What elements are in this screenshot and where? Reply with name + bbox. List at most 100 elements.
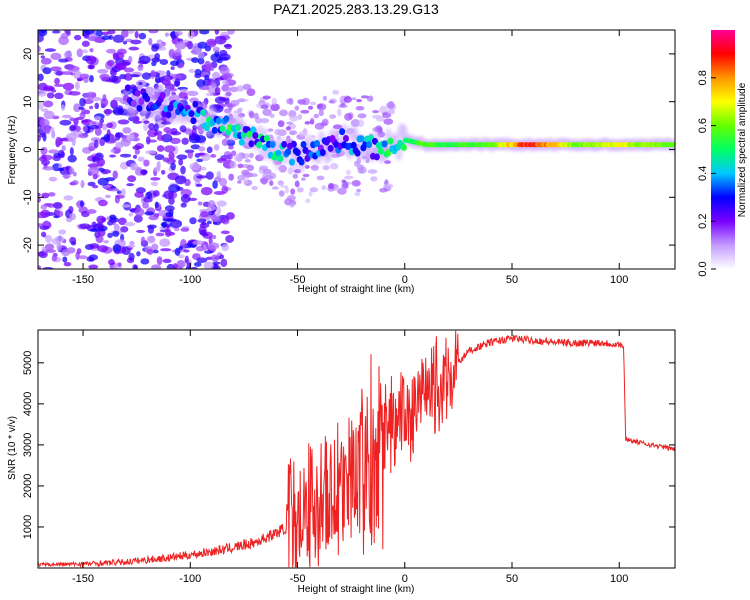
spectrogram-noise-spot <box>73 70 82 80</box>
spectrogram-noise-spot <box>191 57 200 63</box>
spectrogram-noise-spot <box>307 105 314 110</box>
spectrogram-noise-spot <box>289 202 295 208</box>
spectrogram-noise-spot <box>130 74 140 78</box>
snr-series-line <box>38 330 675 568</box>
spectrogram-noise-spot <box>38 156 48 162</box>
spectrogram-noise-spot <box>322 95 328 101</box>
spectrogram-noise-spot <box>45 249 56 253</box>
spectrogram-noise-spot <box>249 173 258 178</box>
colorbar-tick-label: 0.8 <box>697 70 709 85</box>
spectrogram-noise-spot <box>151 243 159 251</box>
spectrogram-noise-spot <box>103 108 113 115</box>
spectrogram-noise-spot <box>102 94 107 102</box>
spectrogram-ridge-spot <box>211 126 218 134</box>
x-tick-label: -100 <box>179 274 201 286</box>
spectrogram-noise-spot <box>87 163 99 168</box>
spectrogram-noise-spot <box>194 68 202 76</box>
spectrogram-noise-spot <box>243 179 249 184</box>
spectrogram-noise-spot <box>89 243 100 249</box>
spectrogram-noise-spot <box>221 138 229 147</box>
spectrogram-noise-spot <box>201 166 207 171</box>
spectrogram-ridge-spot <box>215 117 222 125</box>
spectrogram-noise-spot <box>112 243 122 253</box>
spectrogram-ridge-spot <box>285 148 292 156</box>
spectrogram-noise-spot <box>214 30 220 35</box>
spectrogram-noise-spot <box>337 108 342 117</box>
spectrogram-noise-spot <box>50 66 62 72</box>
spectrogram-noise-spot <box>73 117 79 126</box>
spectrogram-noise-spot <box>56 210 64 218</box>
spectrogram-ridge-spot <box>200 109 207 117</box>
spectrogram-noise-spot <box>385 102 395 109</box>
y-tick-label: 10 <box>22 96 34 108</box>
spectrogram-noise-spot <box>128 252 135 261</box>
spectrogram-ridge-spot <box>269 141 276 149</box>
spectrogram-noise-spot <box>78 133 89 139</box>
spectrogram-noise-spot <box>76 48 84 58</box>
spectrogram-ridge-spot <box>263 134 270 142</box>
spectrogram-noise-spot <box>338 104 348 109</box>
spectrogram-noise-spot <box>81 119 89 123</box>
spectrogram-noise-spot <box>207 242 220 250</box>
spectrogram-noise-spot <box>119 153 132 158</box>
spectrogram-noise-spot <box>253 112 259 120</box>
spectrogram-noise-spot <box>83 30 95 35</box>
spectrogram-noise-spot <box>78 223 91 229</box>
spectrogram-noise-spot <box>286 194 296 201</box>
spectrogram-ridge-spot <box>300 140 307 148</box>
spectrogram-noise-spot <box>117 262 122 267</box>
spectrogram-noise-spot <box>314 122 325 130</box>
spectrogram-noise-spot <box>127 175 137 183</box>
x-tick-label: -150 <box>72 573 94 585</box>
spectrogram-noise-spot <box>110 149 115 153</box>
spectrogram-noise-spot <box>198 146 206 152</box>
spectrogram-noise-spot <box>379 187 388 193</box>
spectrogram-noise-spot <box>164 32 169 37</box>
spectrogram-noise-spot <box>203 261 214 269</box>
spectrogram-noise-spot <box>300 109 310 114</box>
spectrogram-noise-spot <box>205 92 214 97</box>
spectrogram-noise-spot <box>162 258 172 264</box>
spectrogram-noise-spot <box>200 211 209 218</box>
spectrogram-noise-spot <box>161 75 174 81</box>
spectrogram-noise-spot <box>153 166 161 173</box>
spectrogram-noise-spot <box>225 235 235 243</box>
spectrogram-noise-spot <box>99 73 110 80</box>
spectrogram-noise-spot <box>137 64 144 71</box>
spectrogram-noise-spot <box>108 75 119 83</box>
spectrogram-noise-spot <box>233 153 243 162</box>
spectrogram-noise-spot <box>304 121 311 125</box>
spectrogram-noise-spot <box>38 196 41 203</box>
spectrogram-noise-spot <box>88 264 99 269</box>
spectrogram-noise-spot <box>144 211 155 216</box>
spectrogram-noise-spot <box>180 202 187 208</box>
spectrogram-noise-spot <box>148 30 159 34</box>
spectrogram-halo <box>163 87 172 104</box>
spectrogram-noise-spot <box>309 187 319 193</box>
spectrogram-noise-spot <box>60 104 66 111</box>
spectrogram-noise-spot <box>129 240 135 245</box>
spectrogram-ridge-spot <box>373 153 380 161</box>
spectrogram-noise-spot <box>82 49 88 54</box>
spectrogram-noise-spot <box>277 120 285 128</box>
spectrogram-noise-spot <box>267 128 274 132</box>
x-tick-label: 50 <box>506 274 518 286</box>
spectrogram-noise-spot <box>383 118 394 125</box>
spectrogram-noise-spot <box>371 114 382 119</box>
spectrogram-noise-spot <box>197 57 205 65</box>
spectrogram-noise-spot <box>219 49 228 57</box>
spectrogram-noise-spot <box>217 158 224 164</box>
spectrogram-noise-spot <box>106 48 116 54</box>
spectrogram-noise-spot <box>61 145 66 152</box>
spectrogram-ridge-spot <box>400 144 407 152</box>
spectrogram-noise-spot <box>355 105 365 111</box>
colorbar-ticks: 0.0 0.2 0.4 0.6 0.8 <box>697 70 716 277</box>
spectrogram-noise-spot <box>88 64 94 70</box>
spectrogram-noise-spot <box>262 168 272 175</box>
spectrogram-noise-spot <box>166 263 175 269</box>
spectrogram-noise-spot <box>72 171 77 177</box>
spectrogram-noise-spot <box>99 118 105 124</box>
spectrogram-noise-spot <box>269 113 275 119</box>
spectrogram-noise-spot <box>48 149 59 154</box>
spectrogram-noise-spot <box>206 220 212 225</box>
